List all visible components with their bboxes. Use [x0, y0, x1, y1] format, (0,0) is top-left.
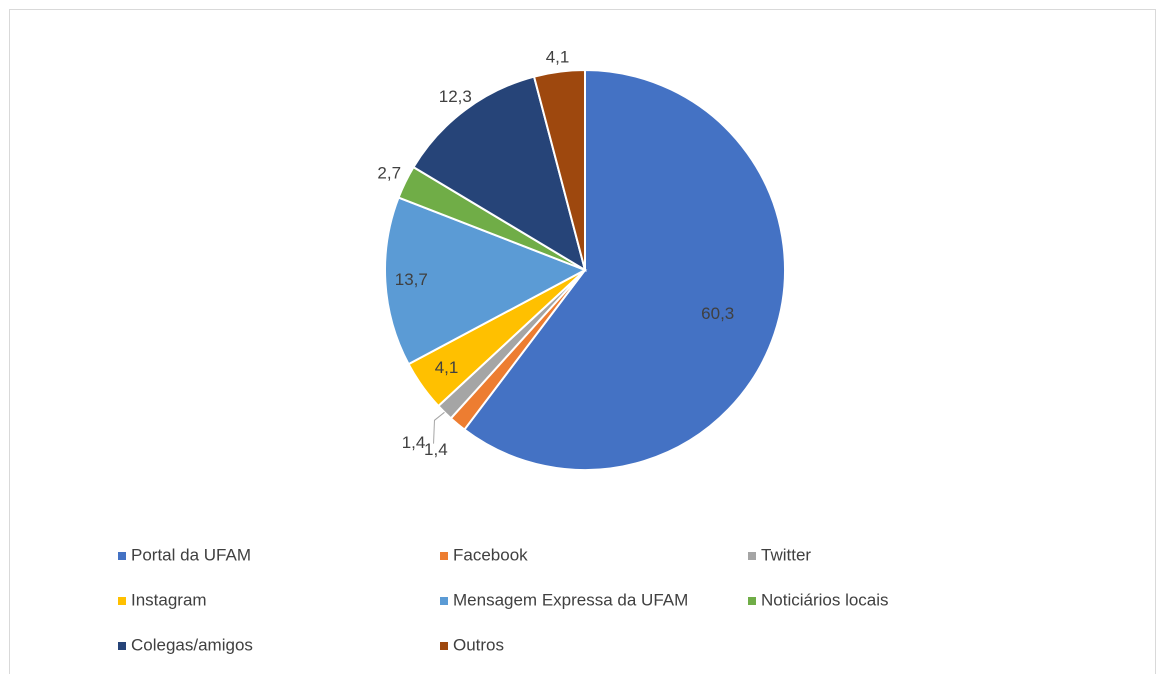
legend-label: Outros [453, 635, 504, 654]
leader-line [433, 411, 445, 444]
legend-label: Mensagem Expressa da UFAM [453, 590, 688, 609]
legend-swatch [748, 552, 756, 560]
data-label: 1,4 [402, 433, 426, 452]
data-label: 13,7 [395, 270, 428, 289]
pie-slice [532, 68, 586, 271]
pie-slice [463, 68, 786, 471]
legend-swatch [440, 597, 448, 605]
pie-slice [384, 196, 588, 366]
data-label: 4,1 [435, 358, 459, 377]
legend-label: Facebook [453, 545, 528, 564]
data-label: 60,3 [701, 304, 734, 323]
data-label: 2,7 [377, 164, 401, 183]
legend-swatch [748, 597, 756, 605]
legend-label: Twitter [761, 545, 811, 564]
data-label: 12,3 [439, 87, 472, 106]
data-label: 1,4 [424, 440, 448, 459]
legend-swatch [118, 552, 126, 560]
legend-label: Portal da UFAM [131, 545, 251, 564]
legend-label: Colegas/amigos [131, 635, 253, 654]
legend-swatch [118, 597, 126, 605]
legend-swatch [440, 642, 448, 650]
pie-slice [412, 75, 587, 273]
legend-swatch [118, 642, 126, 650]
legend-label: Noticiários locais [761, 590, 889, 609]
data-label: 4,1 [546, 47, 570, 66]
legend-label: Instagram [131, 590, 207, 609]
legend-swatch [440, 552, 448, 560]
